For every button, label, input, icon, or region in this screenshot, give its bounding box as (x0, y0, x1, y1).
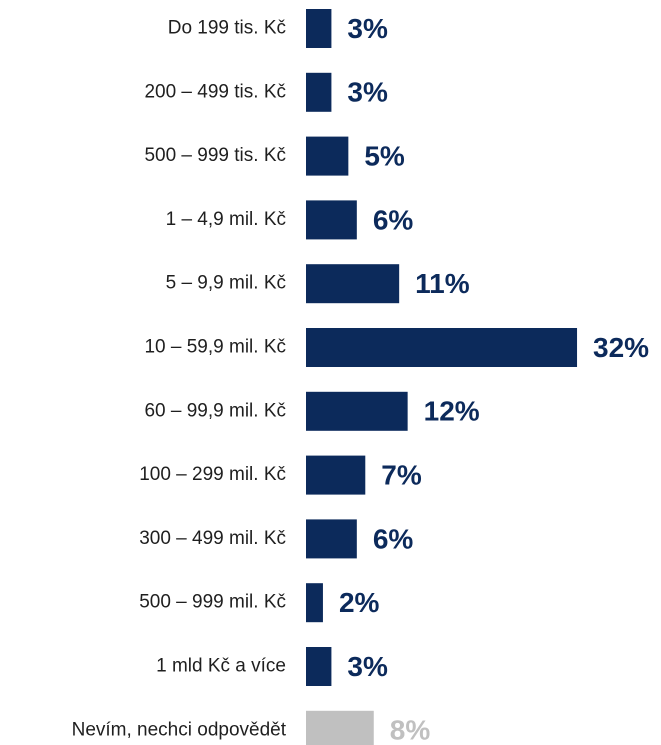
bar-row: 60 – 99,9 mil. Kč 12% (144, 391, 480, 431)
category-label: 500 – 999 mil. Kč (139, 592, 286, 613)
bar (306, 455, 366, 495)
bar-row: 1 – 4,9 mil. Kč 6% (166, 200, 414, 240)
value-label: 2% (339, 587, 380, 618)
value-label: 6% (373, 204, 414, 235)
bar (306, 9, 332, 48)
value-label: 11% (415, 268, 470, 299)
bar (306, 328, 578, 367)
category-label: 10 – 59,9 mil. Kč (144, 337, 286, 358)
bar-row: 100 – 299 mil. Kč 7% (139, 455, 422, 495)
bar-row: 500 – 999 mil. Kč 2% (139, 583, 380, 623)
category-label: 1 mld Kč a více (156, 656, 286, 677)
bar (306, 391, 408, 431)
bar-row: Nevím, nechci odpovědět 8% (72, 710, 431, 745)
bar (306, 519, 357, 559)
value-label: 6% (373, 523, 414, 554)
bar-row: 500 – 999 tis. Kč 5% (144, 136, 405, 176)
value-label: 32% (593, 332, 649, 363)
category-label: 100 – 299 mil. Kč (139, 464, 286, 485)
value-label: 3% (347, 651, 388, 682)
bar-row: 5 – 9,9 mil. Kč 11% (166, 264, 470, 304)
value-label: 12% (424, 396, 480, 427)
value-label: 8% (390, 715, 431, 745)
bar-row: Do 199 tis. Kč 3% (168, 9, 388, 48)
bar (306, 710, 374, 745)
value-label: 5% (364, 140, 405, 171)
bar (306, 72, 332, 112)
category-label: 60 – 99,9 mil. Kč (144, 400, 286, 421)
value-label: 7% (381, 459, 422, 490)
bar (306, 264, 400, 304)
category-label: 5 – 9,9 mil. Kč (166, 273, 286, 294)
category-label: 500 – 999 tis. Kč (144, 145, 286, 166)
bar (306, 200, 357, 240)
bar-row: 1 mld Kč a více 3% (156, 647, 388, 686)
value-label: 3% (347, 13, 388, 44)
category-label: Nevím, nechci odpovědět (72, 719, 287, 740)
bar-row: 200 – 499 tis. Kč 3% (144, 72, 388, 112)
value-label: 3% (347, 77, 388, 108)
bar-row: 300 – 499 mil. Kč 6% (139, 519, 414, 559)
category-label: 200 – 499 tis. Kč (144, 81, 286, 102)
bar-row: 10 – 59,9 mil. Kč 32% (144, 328, 649, 367)
category-label: Do 199 tis. Kč (168, 18, 286, 39)
bar (306, 136, 349, 176)
bar (306, 647, 332, 686)
bar (306, 583, 323, 623)
category-label: 300 – 499 mil. Kč (139, 528, 286, 549)
category-label: 1 – 4,9 mil. Kč (166, 209, 286, 230)
